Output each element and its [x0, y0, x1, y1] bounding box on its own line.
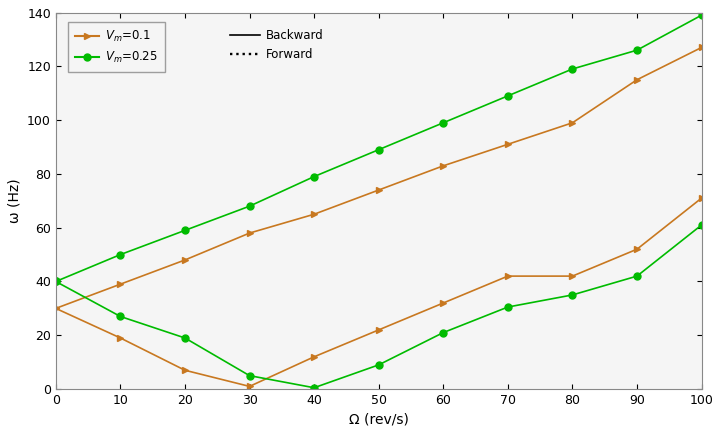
X-axis label: Ω (rev/s): Ω (rev/s) [349, 412, 409, 427]
Legend: Backward, Forward: Backward, Forward [223, 22, 330, 68]
Y-axis label: ω (Hz): ω (Hz) [7, 178, 22, 223]
